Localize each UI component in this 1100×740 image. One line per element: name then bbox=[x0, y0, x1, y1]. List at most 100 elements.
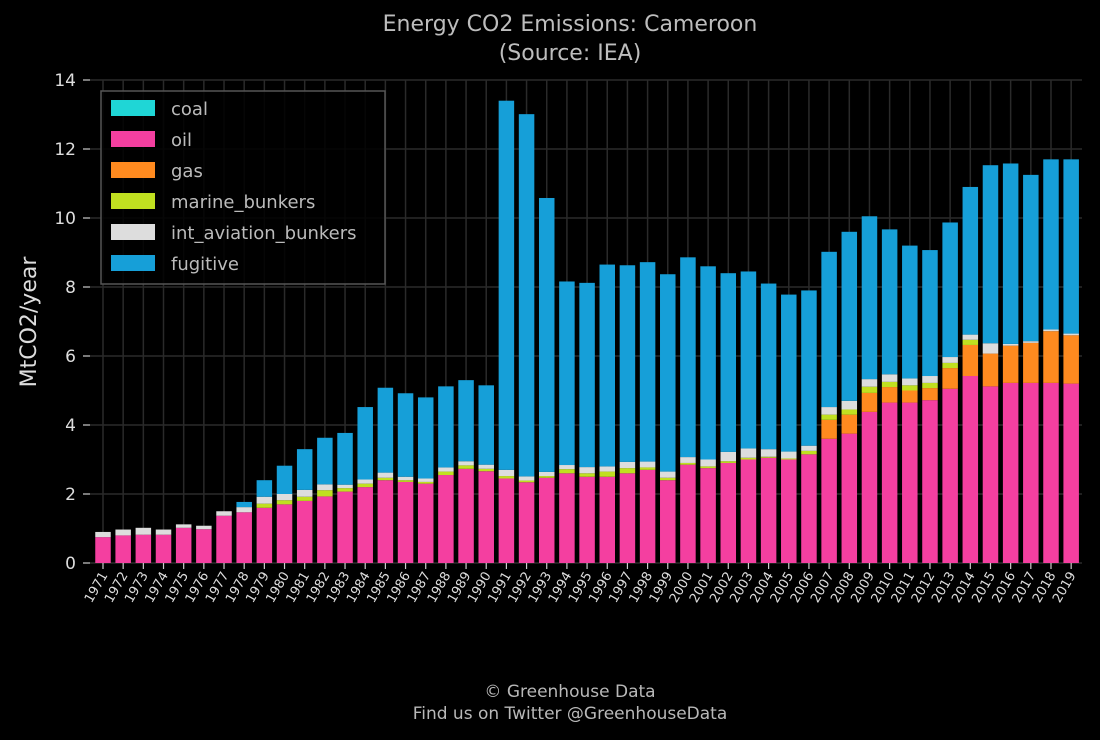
bar-marine_bunkers-1987 bbox=[417, 481, 434, 484]
legend-swatch-fugitive bbox=[111, 255, 155, 271]
legend-swatch-coal bbox=[111, 100, 155, 116]
bar-fugitive-1990 bbox=[478, 385, 494, 465]
bar-gas-2019 bbox=[1063, 335, 1079, 384]
bar-int_aviation_bunkers-2015 bbox=[982, 343, 999, 354]
bar-oil-2015 bbox=[982, 386, 999, 563]
bar-marine_bunkers-1996 bbox=[599, 471, 615, 477]
bar-fugitive-1979 bbox=[256, 480, 273, 497]
legend-label-marine_bunkers: marine_bunkers bbox=[171, 192, 315, 213]
bar-oil-2019 bbox=[1063, 383, 1079, 563]
bar-fugitive-2010 bbox=[881, 229, 898, 375]
bar-marine_bunkers-1993 bbox=[538, 476, 555, 478]
bar-oil-2007 bbox=[821, 438, 837, 563]
bar-marine_bunkers-2007 bbox=[821, 414, 837, 420]
bar-fugitive-1989 bbox=[458, 380, 474, 462]
bar-int_aviation_bunkers-2000 bbox=[680, 457, 696, 463]
bar-oil-2014 bbox=[962, 376, 979, 563]
legend: coal oil gas marine_bunkers int_aviation_bun… bbox=[100, 90, 386, 285]
bar-int_aviation_bunkers-2001 bbox=[700, 459, 716, 467]
legend-box bbox=[100, 90, 386, 285]
bar-gas-2014 bbox=[962, 344, 979, 377]
bar-gas-2011 bbox=[902, 390, 918, 403]
bar-oil-2012 bbox=[922, 400, 938, 563]
legend-label-coal: coal bbox=[171, 99, 208, 120]
bar-marine_bunkers-1990 bbox=[478, 468, 494, 472]
bar-oil-1996 bbox=[599, 476, 615, 563]
bar-fugitive-2018 bbox=[1043, 159, 1059, 330]
bar-fugitive-2014 bbox=[962, 186, 979, 335]
bar-fugitive-2016 bbox=[1002, 163, 1019, 344]
bar-oil-1980 bbox=[276, 504, 293, 563]
bar-oil-1995 bbox=[579, 476, 595, 563]
bar-fugitive-1996 bbox=[599, 264, 615, 467]
bar-fugitive-2000 bbox=[680, 257, 696, 458]
bar-oil-2017 bbox=[1023, 382, 1039, 563]
bar-int_aviation_bunkers-2006 bbox=[801, 445, 817, 451]
bar-oil-1984 bbox=[357, 487, 373, 563]
bar-fugitive-1984 bbox=[357, 407, 373, 480]
bar-int_aviation_bunkers-1979 bbox=[256, 496, 273, 504]
bar-int_aviation_bunkers-2007 bbox=[821, 407, 837, 415]
bar-int_aviation_bunkers-1990 bbox=[478, 464, 494, 469]
bar-int_aviation_bunkers-1977 bbox=[216, 511, 232, 516]
bar-int_aviation_bunkers-1986 bbox=[397, 476, 414, 481]
bar-fugitive-2001 bbox=[700, 266, 716, 460]
bar-gas-2009 bbox=[861, 392, 878, 412]
bar-oil-2013 bbox=[942, 388, 958, 563]
bar-int_aviation_bunkers-1983 bbox=[337, 484, 353, 489]
y-tick-label: 10 bbox=[54, 209, 76, 229]
bar-oil-1998 bbox=[639, 469, 656, 563]
bar-int_aviation_bunkers-2016 bbox=[1002, 343, 1019, 346]
bar-marine_bunkers-1983 bbox=[337, 488, 353, 492]
bar-oil-1979 bbox=[256, 507, 273, 563]
legend-swatch-int_aviation_bunkers bbox=[111, 224, 155, 240]
axes bbox=[83, 79, 1072, 569]
bar-marine_bunkers-1982 bbox=[317, 490, 333, 497]
y-tick-label: 0 bbox=[65, 554, 76, 574]
bar-int_aviation_bunkers-1984 bbox=[357, 479, 373, 484]
y-tick-label: 8 bbox=[65, 278, 76, 298]
bar-fugitive-2004 bbox=[760, 283, 777, 450]
y-axis-label: MtCO2/year bbox=[17, 256, 42, 388]
bar-marine_bunkers-1995 bbox=[579, 473, 595, 477]
x-tick-labels: 1971197219731974197519761977197819791980… bbox=[82, 570, 1080, 606]
bar-fugitive-1998 bbox=[639, 262, 656, 462]
bar-fugitive-1978 bbox=[236, 501, 252, 508]
bar-oil-2010 bbox=[881, 402, 898, 563]
bar-int_aviation_bunkers-2011 bbox=[902, 378, 918, 386]
bar-oil-1982 bbox=[317, 496, 333, 563]
bar-marine_bunkers-2006 bbox=[801, 450, 817, 455]
bar-marine_bunkers-1980 bbox=[276, 500, 293, 505]
bar-fugitive-1999 bbox=[660, 274, 676, 472]
bar-int_aviation_bunkers-1998 bbox=[639, 461, 656, 468]
bar-oil-1989 bbox=[458, 468, 474, 563]
bar-gas-2015 bbox=[982, 353, 999, 387]
bar-oil-1983 bbox=[337, 491, 353, 563]
bar-oil-2003 bbox=[740, 459, 757, 563]
bar-marine_bunkers-2001 bbox=[700, 466, 716, 469]
bar-fugitive-2006 bbox=[801, 290, 817, 446]
bar-marine_bunkers-2010 bbox=[881, 381, 898, 388]
bar-int_aviation_bunkers-2009 bbox=[861, 379, 878, 387]
bar-int_aviation_bunkers-1993 bbox=[538, 471, 555, 477]
bar-oil-2000 bbox=[680, 464, 696, 563]
bar-marine_bunkers-1997 bbox=[619, 468, 636, 474]
bar-int_aviation_bunkers-1980 bbox=[276, 494, 293, 501]
bar-marine_bunkers-2013 bbox=[942, 362, 958, 369]
y-tick-label: 14 bbox=[54, 71, 76, 91]
bar-int_aviation_bunkers-1974 bbox=[155, 529, 172, 535]
bar-int_aviation_bunkers-1972 bbox=[115, 529, 131, 536]
bar-fugitive-1987 bbox=[417, 397, 434, 479]
bar-marine_bunkers-1979 bbox=[256, 503, 273, 508]
bar-int_aviation_bunkers-2002 bbox=[720, 451, 737, 462]
bar-int_aviation_bunkers-1989 bbox=[458, 461, 474, 466]
bar-int_aviation_bunkers-2018 bbox=[1043, 329, 1059, 332]
bar-fugitive-1994 bbox=[559, 281, 575, 466]
bar-fugitive-2017 bbox=[1023, 174, 1039, 342]
bar-marine_bunkers-1985 bbox=[377, 477, 394, 481]
bar-fugitive-1986 bbox=[397, 393, 414, 477]
y-tick-label: 12 bbox=[54, 140, 76, 160]
bar-marine_bunkers-2008 bbox=[841, 409, 858, 415]
bar-oil-2016 bbox=[1002, 382, 1019, 563]
